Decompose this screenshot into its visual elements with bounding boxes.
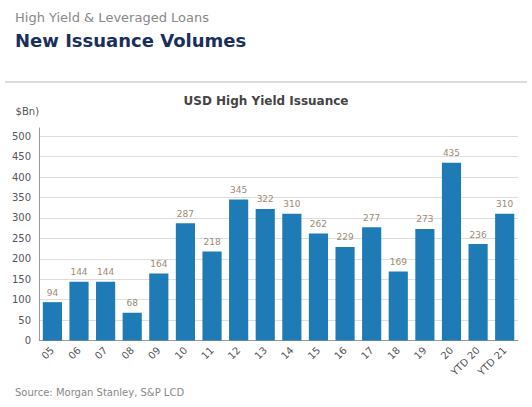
svg-text:169: 169 bbox=[390, 257, 407, 267]
svg-text:06: 06 bbox=[66, 345, 83, 362]
svg-text:322: 322 bbox=[257, 194, 274, 204]
svg-text:450: 450 bbox=[12, 151, 31, 162]
svg-text:500: 500 bbox=[12, 131, 31, 142]
svg-text:218: 218 bbox=[203, 237, 220, 247]
svg-text:287: 287 bbox=[177, 209, 194, 219]
svg-text:150: 150 bbox=[12, 274, 31, 285]
svg-text:09: 09 bbox=[146, 345, 163, 362]
svg-text:236: 236 bbox=[469, 230, 486, 240]
svg-text:15: 15 bbox=[306, 345, 323, 362]
svg-text:164: 164 bbox=[150, 259, 167, 269]
svg-text:Source: Morgan Stanley, S&P LC: Source: Morgan Stanley, S&P LCD bbox=[15, 387, 184, 398]
svg-text:350: 350 bbox=[12, 192, 31, 203]
svg-text:400: 400 bbox=[12, 172, 31, 183]
svg-text:18: 18 bbox=[385, 345, 402, 362]
svg-text:144: 144 bbox=[97, 267, 114, 277]
svg-text:310: 310 bbox=[283, 199, 300, 209]
svg-text:277: 277 bbox=[363, 213, 380, 223]
svg-text:94: 94 bbox=[47, 288, 59, 298]
svg-text:14: 14 bbox=[279, 345, 296, 362]
svg-text:05: 05 bbox=[40, 345, 57, 362]
svg-text:17: 17 bbox=[359, 345, 376, 362]
svg-text:200: 200 bbox=[12, 253, 31, 264]
svg-text:13: 13 bbox=[252, 345, 269, 362]
svg-text:20: 20 bbox=[439, 345, 456, 362]
svg-text:300: 300 bbox=[12, 212, 31, 223]
svg-text:19: 19 bbox=[412, 345, 429, 362]
svg-text:273: 273 bbox=[416, 214, 433, 224]
svg-text:High Yield & Leveraged Loans: High Yield & Leveraged Loans bbox=[15, 10, 209, 25]
svg-text:08: 08 bbox=[119, 345, 136, 362]
svg-text:435: 435 bbox=[443, 148, 460, 158]
svg-text:YTD 21: YTD 21 bbox=[475, 345, 509, 379]
svg-text:11: 11 bbox=[199, 345, 216, 362]
svg-text:0: 0 bbox=[25, 335, 31, 346]
svg-text:144: 144 bbox=[70, 267, 87, 277]
svg-text:USD High Yield Issuance: USD High Yield Issuance bbox=[184, 94, 349, 108]
svg-text:345: 345 bbox=[230, 185, 247, 195]
svg-text:100: 100 bbox=[12, 294, 31, 305]
svg-text:12: 12 bbox=[226, 345, 243, 362]
svg-text:68: 68 bbox=[126, 298, 138, 308]
svg-text:50: 50 bbox=[18, 315, 31, 326]
svg-text:$Bn): $Bn) bbox=[16, 106, 40, 117]
svg-text:229: 229 bbox=[336, 232, 353, 242]
svg-text:10: 10 bbox=[173, 345, 190, 362]
svg-text:07: 07 bbox=[93, 345, 110, 362]
svg-text:250: 250 bbox=[12, 233, 31, 244]
svg-text:New Issuance Volumes: New Issuance Volumes bbox=[15, 30, 246, 51]
svg-text:16: 16 bbox=[332, 345, 349, 362]
svg-text:310: 310 bbox=[496, 199, 513, 209]
svg-text:262: 262 bbox=[310, 219, 327, 229]
svg-text:YTD 20: YTD 20 bbox=[448, 345, 482, 379]
